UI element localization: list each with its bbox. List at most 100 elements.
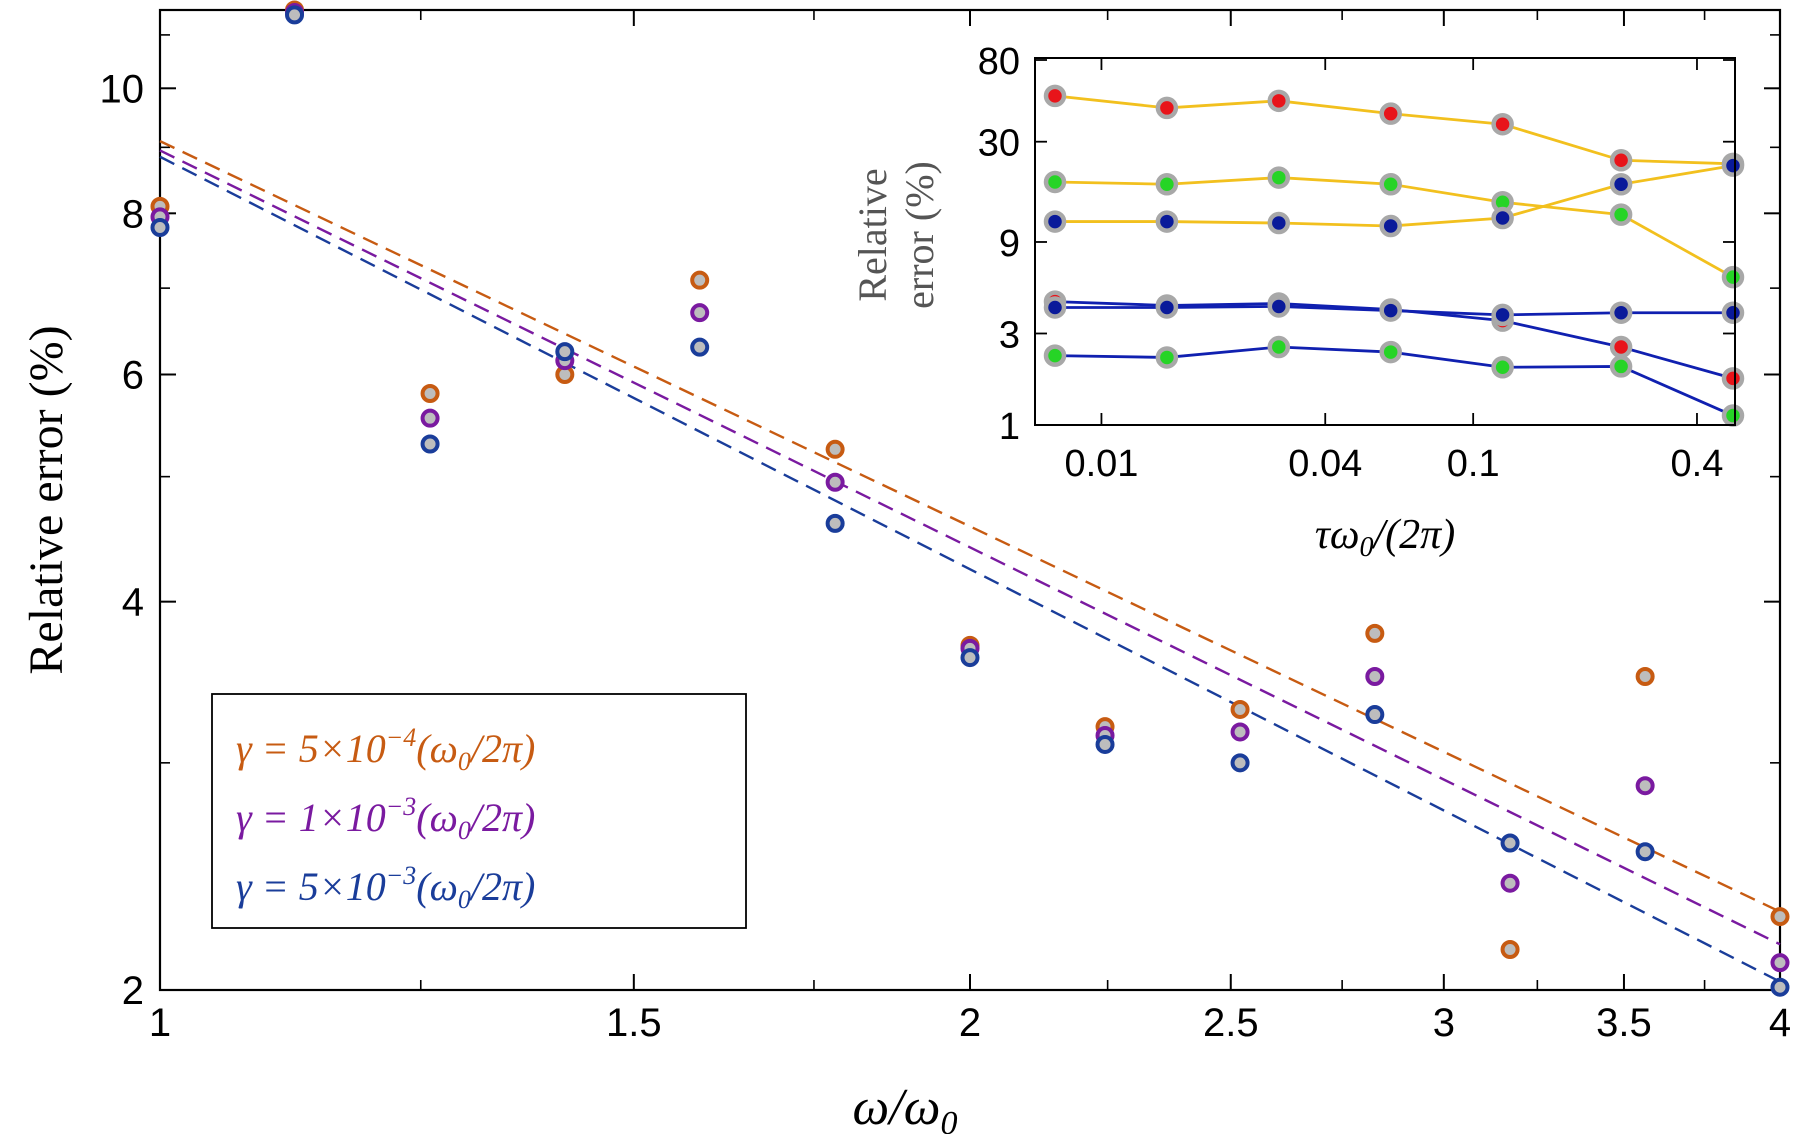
inset-y-axis-label-line2: error (%) <box>897 161 942 309</box>
inset-point-lower-blue <box>1155 296 1179 319</box>
point-series-3 <box>1365 705 1385 725</box>
point-series-3 <box>150 218 170 238</box>
inset-y-tick-label: 30 <box>978 123 1020 165</box>
inset-point-upper-green <box>1043 170 1067 194</box>
main-x-axis-label: ω/ω0 <box>853 1079 958 1134</box>
point-series-3 <box>420 434 440 454</box>
inset-y-tick-label: 1 <box>999 406 1020 448</box>
inset-point-lower-blue <box>1491 303 1514 327</box>
point-series-1 <box>690 270 710 290</box>
inset-y-ticks: 1 3 9 30 80 <box>978 41 1735 448</box>
inset-point-upper-blue <box>1491 206 1514 230</box>
inset-point-upper-green <box>1267 166 1291 189</box>
point-series-1 <box>1365 623 1385 643</box>
inset-point-upper-blue <box>1267 211 1291 235</box>
inset-x-tick-label: 0.01 <box>1064 443 1138 485</box>
inset-point-upper-red <box>1267 89 1291 113</box>
inset-point-upper-green <box>1721 265 1745 289</box>
inset-point-lower-green <box>1267 335 1291 359</box>
inset-x-axis-label: τω0/(2π) <box>1315 512 1455 563</box>
point-series-3 <box>690 337 710 357</box>
inset-y-tick-label: 80 <box>978 41 1020 83</box>
main-x-tick-label: 2.5 <box>1203 1001 1259 1045</box>
inset-y-axis-label-line1: Relative <box>850 168 895 301</box>
inset-point-lower-green <box>1155 346 1179 369</box>
main-y-ticks: 2 4 6 8 10 <box>100 34 1780 1013</box>
inset-point-lower-green <box>1609 355 1633 378</box>
inset-point-upper-blue <box>1609 172 1633 196</box>
main-points <box>150 0 1790 997</box>
point-series-1 <box>1230 699 1250 719</box>
point-series-1 <box>1635 666 1655 686</box>
point-series-2 <box>1365 666 1385 686</box>
point-series-2 <box>1770 953 1790 973</box>
inset-point-lower-blue <box>1609 301 1633 324</box>
inset-point-lower-blue <box>1043 296 1067 319</box>
inset-y-tick-label: 3 <box>999 314 1020 356</box>
inset-point-upper-green <box>1155 172 1179 196</box>
main-y-tick-label: 6 <box>122 353 144 397</box>
inset-points <box>1043 84 1745 427</box>
legend-entry-1: γ = 5×10−4(ω0/2π) <box>236 723 535 776</box>
main-y-tick-label: 10 <box>100 67 145 111</box>
point-series-1 <box>1500 939 1520 959</box>
main-x-tick-label: 1.5 <box>606 1001 662 1045</box>
inset-point-upper-blue <box>1155 210 1179 233</box>
point-series-3 <box>825 513 845 533</box>
main-y-axis-label: Relative error (%) <box>20 325 73 674</box>
inset-point-upper-green <box>1379 172 1402 196</box>
inset-x-tick-label: 0.1 <box>1447 443 1500 485</box>
point-series-2 <box>1500 873 1520 893</box>
inset-point-upper-red <box>1155 96 1179 120</box>
inset-point-upper-red <box>1379 102 1402 125</box>
main-x-tick-label: 1 <box>149 1001 171 1045</box>
inset-point-lower-green <box>1721 404 1745 427</box>
inset-point-lower-red <box>1721 367 1745 390</box>
inset-point-upper-blue <box>1043 210 1067 233</box>
inset-point-upper-blue <box>1379 214 1402 238</box>
inset-point-lower-blue <box>1721 301 1745 324</box>
inset-point-upper-blue <box>1721 154 1745 177</box>
point-series-2 <box>1230 722 1250 742</box>
inset-point-lower-blue <box>1267 295 1291 318</box>
main-x-tick-label: 4 <box>1769 1001 1791 1045</box>
point-series-2 <box>420 408 440 428</box>
legend-box <box>211 693 747 929</box>
point-series-3 <box>285 5 305 25</box>
main-y-tick-label: 4 <box>122 581 144 625</box>
main-x-ticks: 1 1.5 2 2.5 3 3.5 4 <box>149 10 1791 1045</box>
point-series-3 <box>1230 753 1250 773</box>
inset-x-tick-label: 0.04 <box>1288 443 1362 485</box>
inset-point-lower-blue <box>1379 299 1402 322</box>
point-series-3 <box>1095 734 1115 754</box>
point-series-2 <box>690 303 710 323</box>
inset-x-tick-label: 0.4 <box>1671 443 1724 485</box>
main-x-tick-label: 3 <box>1433 1001 1455 1045</box>
point-series-1 <box>420 383 440 403</box>
inset-point-lower-green <box>1491 356 1514 379</box>
inset-y-tick-label: 9 <box>999 223 1020 265</box>
point-series-3 <box>555 342 575 362</box>
point-series-3 <box>1770 977 1790 997</box>
main-x-tick-label: 3.5 <box>1596 1001 1652 1045</box>
inset-point-upper-green <box>1609 203 1633 226</box>
legend: γ = 5×10−4(ω0/2π) γ = 1×10−3(ω0/2π) γ = … <box>211 693 747 929</box>
inset-point-upper-red <box>1043 84 1067 108</box>
inset-point-lower-green <box>1379 340 1402 364</box>
inset-chart: 0.01 0.04 0.1 0.4 1 3 9 30 80 τω0/(2π) Relative… <box>850 41 1745 563</box>
point-series-2 <box>825 472 845 492</box>
main-y-tick-label: 2 <box>122 969 144 1013</box>
fit-line-series-2 <box>159 149 1781 946</box>
point-series-3 <box>960 648 980 668</box>
inset-point-lower-green <box>1043 344 1067 367</box>
point-series-2 <box>1635 776 1655 796</box>
point-series-3 <box>1635 842 1655 862</box>
inset-point-upper-red <box>1491 112 1514 136</box>
point-series-1 <box>1770 907 1790 927</box>
main-chart: 1 1.5 2 2.5 3 3.5 4 2 4 6 8 10 ω/ω0 Relative error… <box>20 0 1791 1134</box>
main-x-tick-label: 2 <box>959 1001 981 1045</box>
legend-entry-3: γ = 5×10−3(ω0/2π) <box>236 861 535 914</box>
inset-point-lower-red <box>1609 335 1633 359</box>
point-series-1 <box>825 439 845 459</box>
